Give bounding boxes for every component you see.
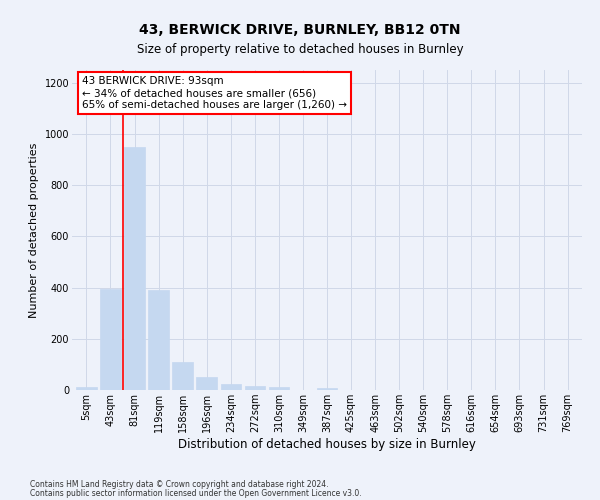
Bar bbox=[196, 376, 217, 390]
Bar bbox=[76, 387, 97, 390]
Text: Contains public sector information licensed under the Open Government Licence v3: Contains public sector information licen… bbox=[30, 488, 362, 498]
Bar bbox=[100, 289, 121, 390]
Y-axis label: Number of detached properties: Number of detached properties bbox=[29, 142, 39, 318]
Bar bbox=[269, 387, 289, 390]
Text: 43, BERWICK DRIVE, BURNLEY, BB12 0TN: 43, BERWICK DRIVE, BURNLEY, BB12 0TN bbox=[139, 22, 461, 36]
Bar bbox=[245, 386, 265, 390]
Text: Size of property relative to detached houses in Burnley: Size of property relative to detached ho… bbox=[137, 42, 463, 56]
Bar bbox=[124, 147, 145, 390]
Text: Contains HM Land Registry data © Crown copyright and database right 2024.: Contains HM Land Registry data © Crown c… bbox=[30, 480, 329, 489]
Bar bbox=[172, 362, 193, 390]
Bar bbox=[317, 388, 337, 390]
X-axis label: Distribution of detached houses by size in Burnley: Distribution of detached houses by size … bbox=[178, 438, 476, 451]
Bar bbox=[221, 384, 241, 390]
Text: 43 BERWICK DRIVE: 93sqm
← 34% of detached houses are smaller (656)
65% of semi-d: 43 BERWICK DRIVE: 93sqm ← 34% of detache… bbox=[82, 76, 347, 110]
Bar bbox=[148, 290, 169, 390]
